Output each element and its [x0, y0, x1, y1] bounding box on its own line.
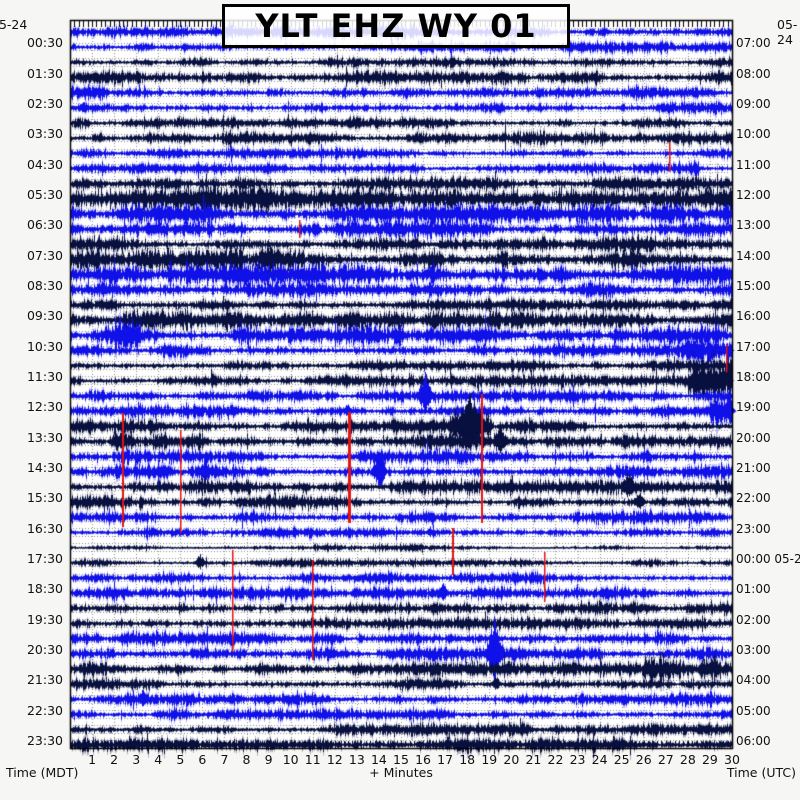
right-time-label: 12:00	[736, 187, 771, 202]
minute-label: 20	[503, 752, 520, 767]
minute-label: 27	[657, 752, 674, 767]
minute-label: 2	[110, 752, 119, 767]
minute-label: 18	[459, 752, 476, 767]
minute-label: 29	[701, 752, 718, 767]
right-time-label: 11:00	[736, 157, 771, 172]
left-time-label: 11:30	[26, 368, 63, 384]
right-time-label: 13:00	[736, 218, 771, 233]
right-time-label: 10:00	[736, 127, 771, 142]
x-axis-label-mdt: Time (MDT)	[6, 765, 79, 780]
minute-label: 10	[282, 752, 299, 767]
right-time-label: 05:00	[736, 703, 771, 718]
left-time-label: 13:30	[26, 429, 63, 445]
right-time-label: 20:00	[736, 430, 771, 445]
minute-label: 8	[242, 752, 251, 767]
minute-label: 14	[370, 752, 387, 767]
minute-label: 11	[304, 752, 321, 767]
left-time-label: 20:30	[26, 641, 63, 657]
right-time-label: 22:00	[736, 491, 771, 506]
left-time-label: 03:30	[26, 126, 63, 142]
left-time-label: 22:30	[26, 702, 63, 718]
left-time-label: 08:30	[26, 277, 63, 293]
left-time-label: 21:30	[26, 672, 63, 688]
minute-label: 25	[613, 752, 630, 767]
minute-label: 1	[88, 752, 97, 767]
right-time-label: 14:00	[736, 248, 771, 263]
right-time-label: 18:00	[736, 369, 771, 384]
minute-label: 7	[220, 752, 229, 767]
right-time-label: 21:00	[736, 460, 771, 475]
minute-label: 30	[724, 752, 740, 767]
left-time-label: 02:30	[26, 95, 63, 111]
minute-label: 13	[348, 752, 365, 767]
left-time-label: 10:30	[26, 338, 63, 354]
left-time-label: 17:30	[26, 550, 63, 566]
minute-label: 26	[635, 752, 652, 767]
left-time-label: 18:30	[26, 581, 63, 597]
minute-label: 28	[679, 752, 696, 767]
minute-label: 6	[198, 752, 207, 767]
left-time-label: 09:30	[26, 308, 63, 324]
left-time-label: 15:30	[26, 490, 63, 506]
right-time-label: 00:00 05-25	[736, 551, 800, 566]
minute-label: 12	[326, 752, 343, 767]
minute-label: 9	[264, 752, 273, 767]
left-time-label: 05:30	[26, 186, 63, 202]
right-time-label: 07:00	[736, 36, 771, 51]
left-time-label: 07:30	[26, 247, 63, 263]
left-time-label: 16:30	[26, 520, 63, 536]
x-axis-label-minutes: + Minutes	[369, 765, 433, 780]
right-time-label: 06:00	[736, 733, 771, 748]
minute-label: 23	[569, 752, 586, 767]
minute-label: 21	[525, 752, 542, 767]
left-time-label: 23:30	[26, 732, 63, 748]
minute-label: 19	[481, 752, 498, 767]
right-time-label: 09:00	[736, 96, 771, 111]
minute-label: 24	[591, 752, 608, 767]
right-time-label: 04:00	[736, 673, 771, 688]
right-time-label: 02:00	[736, 612, 771, 627]
left-time-label: 04:30	[26, 156, 63, 172]
right-time-label: 01:00	[736, 582, 771, 597]
minute-label: 22	[547, 752, 564, 767]
right-time-label: 17:00	[736, 339, 771, 354]
left-time-label: 14:30	[26, 459, 63, 475]
minute-label: 17	[437, 752, 454, 767]
left-time-label: 19:30	[26, 611, 63, 627]
right-time-label: 15:00	[736, 278, 771, 293]
left-time-label: 00:30	[26, 35, 63, 51]
right-time-label: 23:00	[736, 521, 771, 536]
date-top-right: 05-24	[777, 17, 798, 47]
station-title: YLT EHZ WY 01	[255, 7, 537, 45]
left-time-label: 12:30	[26, 399, 63, 415]
right-time-label: 16:00	[736, 309, 771, 324]
x-axis-label-utc: Time (UTC)	[726, 765, 796, 780]
left-time-label: 01:30	[26, 65, 63, 81]
station-title-box: YLT EHZ WY 01	[222, 4, 570, 48]
right-time-label: 08:00	[736, 66, 771, 81]
date-top-left: 05-24	[0, 17, 28, 32]
minute-label: 15	[393, 752, 409, 767]
minute-label: 4	[154, 752, 163, 767]
minute-label: 16	[415, 752, 432, 767]
minute-label: 5	[176, 752, 185, 767]
right-time-label: 03:00	[736, 642, 771, 657]
left-time-label: 06:30	[26, 217, 63, 233]
minute-label: 3	[132, 752, 141, 767]
right-time-label: 19:00	[736, 400, 771, 415]
